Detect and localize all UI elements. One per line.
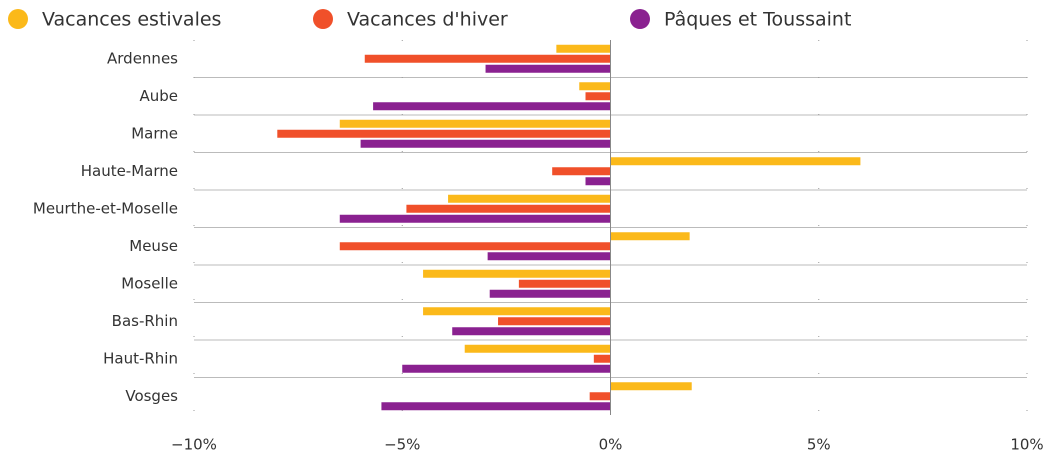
x-tick-label: −10%	[171, 436, 217, 454]
category-label: Bas-Rhin	[112, 312, 178, 330]
bar	[406, 204, 611, 213]
bar	[610, 382, 692, 391]
category-label: Aube	[139, 87, 178, 105]
category-label: Moselle	[121, 274, 178, 292]
bar	[610, 157, 861, 166]
bar	[364, 54, 611, 63]
bar	[360, 139, 611, 148]
bar	[423, 307, 611, 316]
bar	[339, 214, 611, 223]
category-label: Haut-Rhin	[103, 349, 178, 367]
legend-label: Vacances estivales	[42, 9, 221, 31]
bar	[452, 327, 611, 336]
bar	[381, 402, 611, 411]
x-tick-label: −5%	[384, 436, 420, 454]
legend-label: Pâques et Toussaint	[664, 9, 851, 31]
legend-swatch	[313, 9, 333, 29]
bar	[579, 82, 611, 91]
category-label: Marne	[131, 124, 178, 142]
bar	[518, 279, 611, 288]
bar	[423, 269, 611, 278]
x-tick-label: 10%	[1010, 436, 1043, 454]
bar	[498, 317, 611, 326]
legend-swatch	[630, 9, 650, 29]
category-label: Meurthe-et-Moselle	[33, 199, 178, 217]
bar	[485, 64, 611, 73]
category-label: Ardennes	[107, 49, 178, 67]
bar	[585, 92, 611, 101]
bar	[593, 354, 611, 363]
category-label: Haute-Marne	[81, 162, 178, 180]
bar	[489, 289, 611, 298]
bar	[589, 392, 611, 401]
bar	[339, 242, 611, 251]
bar	[339, 119, 611, 128]
bar	[610, 232, 690, 241]
bar	[552, 167, 611, 176]
bar	[556, 44, 611, 53]
bar	[464, 344, 611, 353]
legend-swatch	[8, 9, 28, 29]
category-label: Meuse	[129, 237, 178, 255]
bar	[402, 364, 611, 373]
bar	[487, 252, 611, 261]
x-tick-label: 5%	[807, 436, 831, 454]
bar	[585, 177, 611, 186]
bar	[448, 194, 611, 203]
x-tick-label: 0%	[599, 436, 623, 454]
legend-label: Vacances d'hiver	[347, 9, 508, 31]
category-label: Vosges	[125, 387, 178, 405]
bar	[373, 102, 611, 111]
bar	[277, 129, 611, 138]
